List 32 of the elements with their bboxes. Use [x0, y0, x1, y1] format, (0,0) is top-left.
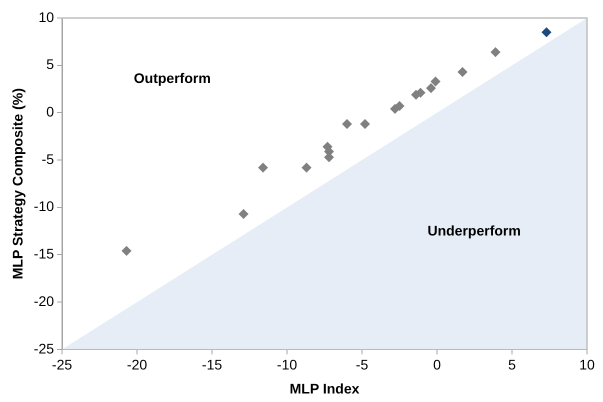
x-tick-label: 5 [508, 356, 516, 373]
point [542, 27, 552, 38]
y-tick-label: 10 [38, 8, 54, 25]
x-tick-label: 0 [433, 356, 442, 373]
y-tick-label: -25 [34, 340, 54, 356]
point [416, 88, 426, 98]
point [258, 162, 268, 173]
x-tick-label: 10 [579, 356, 595, 373]
point [430, 76, 441, 86]
y-tick-label: -15 [34, 246, 54, 262]
y-axis-title: MLP Strategy Composite (%) [9, 88, 26, 280]
x-tick-label: -10 [276, 356, 298, 373]
x-axis-title: MLP Index [290, 380, 360, 396]
point [458, 66, 468, 77]
y-tick-label: -5 [42, 150, 54, 167]
point [302, 162, 312, 173]
y-tick-label: 5 [46, 56, 54, 72]
point [360, 119, 370, 130]
point [394, 101, 405, 112]
x-tick-label: -20 [126, 356, 148, 373]
y-tick-label: -10 [34, 198, 54, 214]
x-tick-label: -15 [202, 356, 222, 373]
annotation: Underperform [427, 222, 521, 239]
point [490, 47, 501, 58]
point [122, 246, 132, 256]
point [342, 119, 352, 130]
x-tick-label: -5 [356, 356, 368, 373]
point [426, 83, 436, 94]
point [238, 209, 249, 219]
annotation: Outperform [134, 70, 211, 86]
y-tick-label: 0 [46, 104, 54, 120]
y-tick-label: -20 [34, 292, 54, 309]
